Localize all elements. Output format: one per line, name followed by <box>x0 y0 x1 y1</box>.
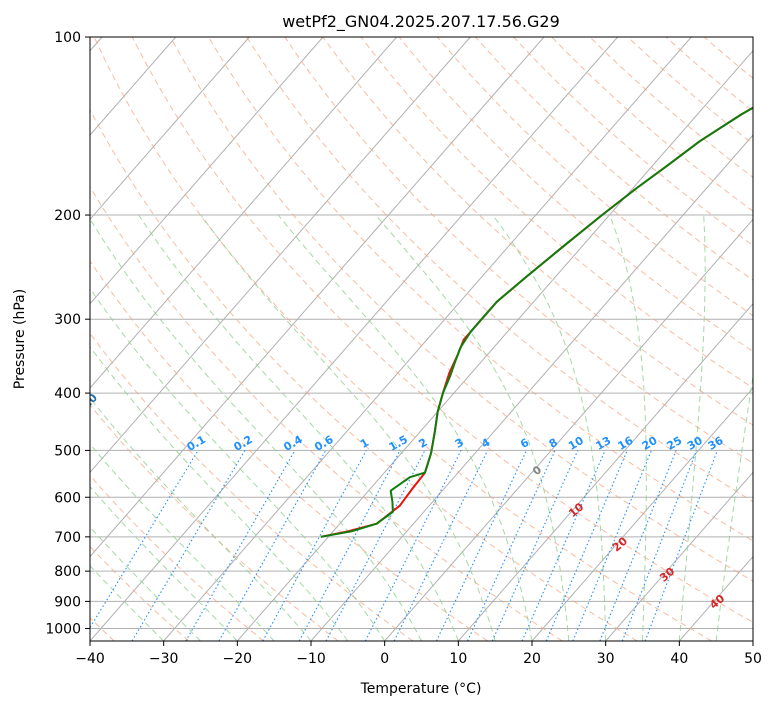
dewpoint-profile-line <box>320 106 753 538</box>
isotherm-line <box>90 37 250 221</box>
isotherm-line <box>90 37 545 558</box>
y-tick-label: 400 <box>54 386 81 402</box>
dry-adiabat-line <box>360 37 753 389</box>
dry-adiabat-line <box>131 37 753 623</box>
dry-adiabat-line <box>474 37 753 281</box>
dry-adiabat-line <box>90 332 414 641</box>
y-tick-label: 900 <box>54 594 81 610</box>
dry-adiabat-line <box>322 37 753 426</box>
isotherm-line <box>531 387 753 641</box>
x-axis-label: Temperature (°C) <box>360 681 482 697</box>
isotherm-line <box>90 37 398 389</box>
y-axis-label: Pressure (hPa) <box>12 289 28 389</box>
mixing-ratio-line <box>545 450 628 641</box>
x-tick-label: 0 <box>380 651 389 667</box>
mixing-ratio-line <box>521 450 606 641</box>
axes: −40 −30 −20 −10 0 10 20 30 40 50 1000 900 800 700 600 5… <box>45 30 762 667</box>
dry-adiabat-line <box>90 474 264 641</box>
moist-adiabat-line <box>90 345 349 641</box>
isotherm-line <box>457 302 753 641</box>
y-tick-label: 300 <box>54 312 81 328</box>
moist-adiabat-line <box>90 287 386 641</box>
plot-area <box>90 37 753 641</box>
moist-adiabat-line <box>277 214 533 641</box>
y-tick-label: 600 <box>54 490 81 506</box>
x-tick-label: −40 <box>75 651 105 667</box>
dry-adiabat-line <box>512 37 753 247</box>
y-tick-label: 200 <box>54 208 81 224</box>
y-tick-label: 1000 <box>45 621 81 637</box>
moist-adiabat-line <box>138 214 459 641</box>
isotherm-line <box>236 49 753 641</box>
y-tick-label: 700 <box>54 530 81 546</box>
x-tick-label: 10 <box>449 651 467 667</box>
mixing-ratio-line <box>185 450 296 641</box>
mixing-ratio-line <box>435 450 527 641</box>
x-tick-label: 40 <box>670 651 688 667</box>
isotherm-line <box>90 37 619 641</box>
isotherm-line <box>163 37 692 641</box>
dry-adiabat-line <box>90 108 638 641</box>
dry-adiabat-line <box>207 37 753 542</box>
mixing-ratio-line <box>393 450 489 641</box>
isotherm-line <box>605 471 753 641</box>
moist-adiabat-line <box>200 214 496 641</box>
dry-adiabat-line <box>246 37 753 503</box>
x-tick-label: −20 <box>223 651 253 667</box>
y-tick-label: 800 <box>54 564 81 580</box>
moist-adiabat-line <box>715 373 753 641</box>
dry-adiabat-label: -10 <box>77 391 100 414</box>
mixing-ratio-line <box>218 450 327 641</box>
moist-adiabat-line <box>90 397 312 641</box>
mixing-ratio-line <box>131 450 246 641</box>
moist-adiabat-line <box>90 443 275 641</box>
profile-lines <box>320 106 753 538</box>
isotherm-line <box>90 37 471 474</box>
mixing-ratio-line <box>262 450 367 641</box>
dry-adiabat-line <box>93 37 712 641</box>
x-tick-label: 30 <box>597 651 615 667</box>
dry-adiabat-line <box>90 260 488 641</box>
dry-adiabat-line <box>436 37 753 317</box>
moist-adiabat-line <box>609 214 647 641</box>
x-tick-label: 50 <box>744 651 762 667</box>
isotherm-line <box>90 37 324 305</box>
x-tick-label: 20 <box>523 651 541 667</box>
moist-adiabat-line <box>90 565 165 641</box>
moist-adiabat-line <box>492 214 607 641</box>
dry-adiabat-line <box>169 37 753 582</box>
isotherm-line <box>384 218 753 641</box>
moist-adiabat-line <box>375 214 570 641</box>
moist-adiabat-line <box>678 214 706 641</box>
x-tick-label: −30 <box>149 651 179 667</box>
plot-frame <box>89 36 754 642</box>
mixing-ratio-line <box>90 450 199 629</box>
y-tick-label: 500 <box>54 443 81 459</box>
moist-adiabat-line <box>90 485 238 641</box>
chart-title: wetPf2_GN04.2025.207.17.56.G29 <box>282 12 560 32</box>
moist-adiabat-line <box>90 526 201 641</box>
mixing-ratio-line <box>467 450 556 641</box>
dry-adiabat-line <box>284 37 753 464</box>
mixing-ratio-line <box>491 450 579 641</box>
y-tick-label: 100 <box>54 30 81 46</box>
x-tick-label: −10 <box>296 651 326 667</box>
moist-adiabat-line <box>90 218 422 641</box>
